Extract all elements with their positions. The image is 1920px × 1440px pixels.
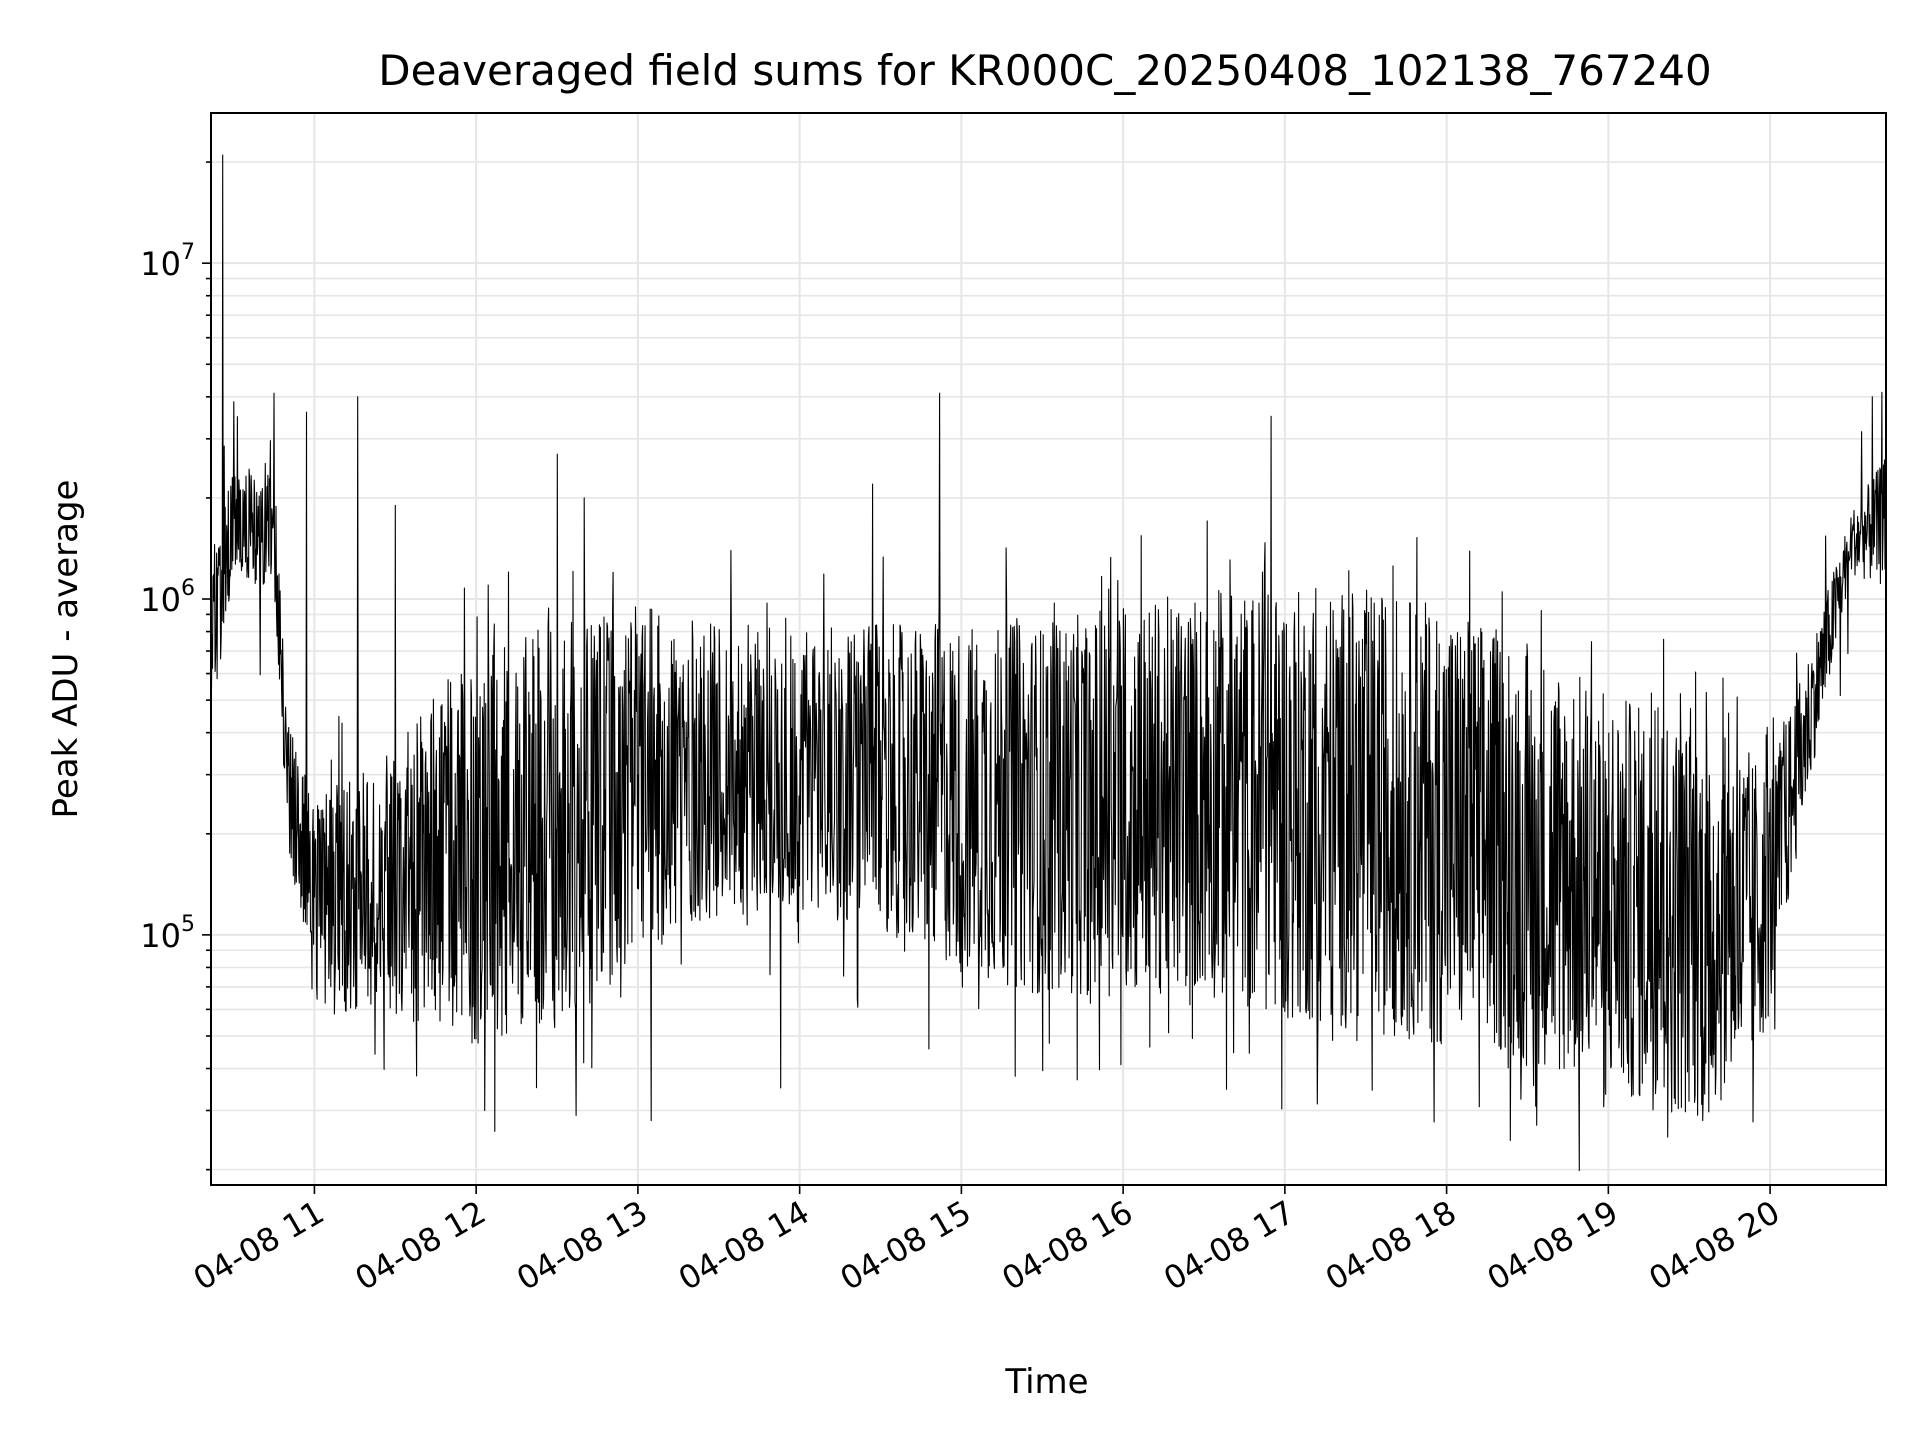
y-tick-base: 10: [140, 581, 181, 619]
x-axis-label: Time: [1004, 1362, 1088, 1402]
y-tick-label: 107: [140, 240, 195, 283]
y-tick-label: 106: [140, 576, 195, 619]
y-axis-label: Peak ADU - average: [46, 480, 86, 819]
plot-frame: [210, 112, 1887, 1186]
y-tick-exponent: 5: [181, 912, 195, 937]
y-tick-exponent: 6: [181, 576, 195, 601]
chart-title: Deaveraged field sums for KR000C_2025040…: [378, 46, 1712, 95]
y-tick-exponent: 7: [181, 240, 195, 265]
series-layer: [210, 154, 1887, 1172]
y-tick-base: 10: [140, 917, 181, 955]
series-line: [210, 154, 1887, 1172]
y-tick-base: 10: [140, 245, 181, 283]
y-tick-label: 105: [140, 912, 195, 955]
